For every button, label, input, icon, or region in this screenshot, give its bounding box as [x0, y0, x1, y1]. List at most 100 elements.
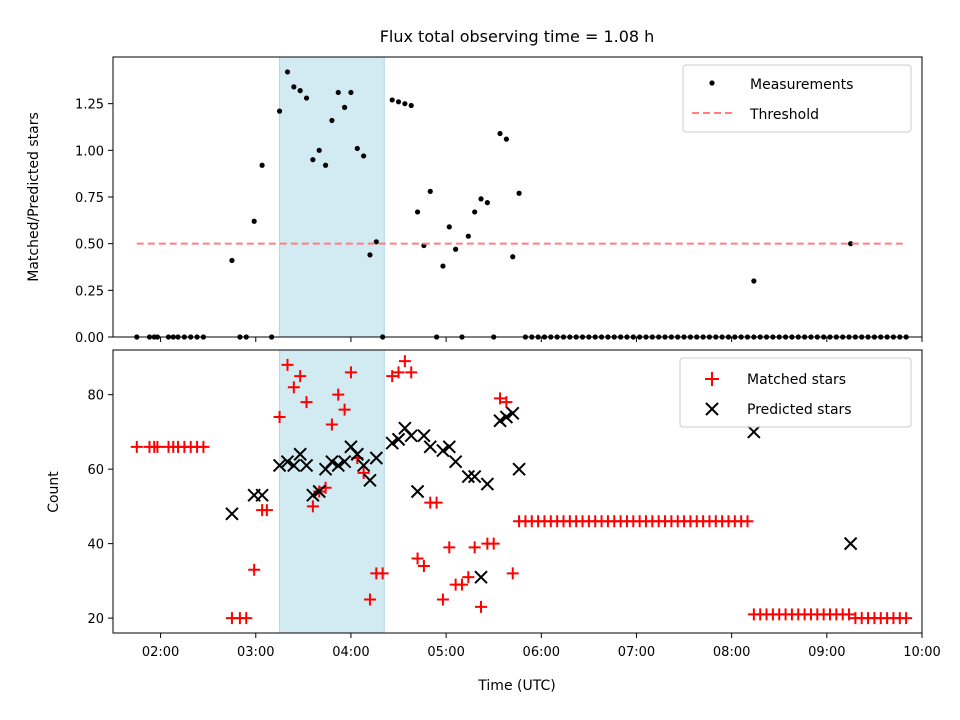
matched-star-point [398, 355, 411, 368]
matched-star-point [240, 612, 253, 625]
bottom-y-tick-label: 80 [87, 389, 104, 404]
predicted-star-point [436, 443, 450, 458]
measurement-point [484, 200, 490, 206]
matched-star-point [487, 537, 500, 550]
measurement-point [303, 95, 310, 101]
top-y-tick-label: 0.75 [75, 191, 104, 206]
matched-star-point [273, 411, 286, 424]
measurement-point [354, 145, 360, 152]
predicted-star-point [312, 484, 326, 499]
matched-star-point [325, 418, 338, 431]
matched-star-point [443, 541, 456, 554]
top-panel: 0.00 0.25 0.50 0.75 1.00 1.25 Matched/Predict… [26, 56, 923, 346]
matched-star-point [248, 563, 261, 576]
top-y-tick-label: 0.50 [75, 238, 104, 253]
predicted-star-point [287, 458, 301, 473]
matched-star-point [300, 396, 313, 409]
measurement-point [440, 263, 446, 269]
measurement-point [465, 233, 471, 239]
predicted-star-point [467, 469, 482, 484]
matched-star-point [287, 381, 300, 394]
measurement-point [310, 157, 316, 163]
x-tick-label: 05:00 [427, 645, 464, 660]
measurement-point [848, 241, 854, 247]
matched-star-point [281, 358, 294, 371]
bottom-y-ticks: 20 40 60 80 [87, 389, 113, 627]
predicted-star-point [493, 414, 507, 428]
predicted-star-point [299, 458, 314, 473]
bottom-y-axis-label: Count [46, 471, 62, 513]
measurement-point [446, 224, 452, 230]
matched-star-point [306, 500, 319, 513]
matched-star-point [900, 612, 913, 625]
predicted-star-point [423, 440, 437, 454]
matched-star-point [741, 515, 754, 528]
predicted-star-point [747, 425, 761, 439]
top-x-ticks [160, 337, 923, 342]
highlight-span-bottom [279, 349, 385, 634]
bottom-legend-box [679, 357, 912, 428]
predicted-star-point [480, 477, 495, 491]
predicted-star-point [356, 458, 371, 473]
predicted-star-point [410, 484, 425, 499]
measurement-point [427, 188, 433, 194]
legend-measurements-marker [709, 80, 715, 86]
measurement-point [259, 162, 265, 168]
matched-star-point [338, 403, 351, 416]
matched-star-point [455, 578, 468, 591]
predicted-star-point [506, 406, 520, 421]
matched-star-point [344, 366, 357, 379]
measurement-point [322, 162, 329, 168]
measurement-point [408, 102, 414, 109]
bottom-marks [130, 355, 913, 625]
bottom-y-tick-label: 40 [87, 538, 104, 553]
legend-matched-label: Matched stars [747, 372, 846, 388]
matched-star-point [506, 567, 519, 580]
x-axis-label: Time (UTC) [477, 678, 555, 694]
predicted-star-point [417, 428, 431, 443]
measurement-point [341, 104, 348, 110]
top-y-ticks: 0.00 0.25 0.50 0.75 1.00 1.25 [75, 98, 113, 346]
predicted-star-point [280, 455, 295, 469]
matched-star-point [363, 593, 376, 606]
matched-star-point [430, 496, 443, 509]
matched-star-point [386, 370, 399, 383]
measurement-point [503, 136, 509, 142]
measurement-point [361, 153, 367, 159]
predicted-star-point [363, 473, 377, 488]
matched-star-point [294, 370, 307, 383]
matched-star-point [405, 366, 418, 379]
legend-predicted-marker [705, 402, 719, 416]
predicted-star-point [385, 436, 399, 450]
predicted-star-point [255, 488, 269, 502]
measurement-point [251, 218, 257, 224]
matched-star-point [500, 396, 513, 409]
top-y-tick-label: 0.00 [75, 331, 104, 346]
predicted-star-point [843, 536, 858, 551]
measurement-point [297, 88, 303, 94]
predicted-star-point [337, 455, 352, 469]
predicted-star-point [369, 451, 384, 465]
x-tick-label: 09:00 [808, 645, 845, 660]
predicted-star-point [391, 432, 406, 447]
matched-star-point [332, 388, 345, 401]
predicted-star-point [325, 455, 339, 469]
predicted-star-point [448, 455, 463, 469]
top-y-tick-label: 0.25 [75, 284, 104, 299]
matched-star-point [130, 440, 143, 453]
matched-star-point [197, 440, 210, 453]
matched-star-point [417, 559, 430, 572]
measurement-point [335, 89, 341, 96]
measurement-point [276, 108, 283, 114]
x-tick-label: 02:00 [142, 645, 179, 660]
x-tick-label: 08:00 [713, 645, 750, 660]
x-tick-label: 07:00 [618, 645, 655, 660]
measurement-point [395, 99, 402, 105]
bottom-y-tick-label: 60 [87, 463, 104, 478]
measurement-point [367, 252, 373, 258]
measurement-point [472, 209, 478, 215]
predicted-star-point [404, 428, 418, 443]
matched-star-point [462, 571, 475, 584]
x-tick-label: 03:00 [237, 645, 274, 660]
predicted-star-point [474, 570, 488, 584]
